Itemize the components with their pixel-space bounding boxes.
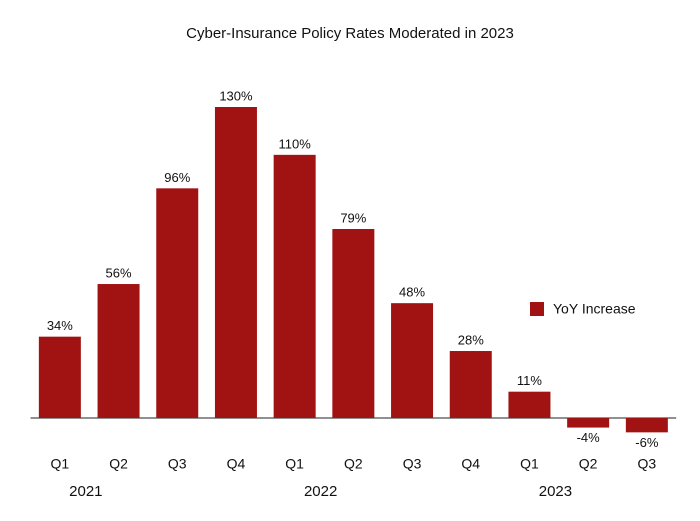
x-tick-label: Q1 (285, 456, 304, 472)
x-group-label: 2023 (539, 483, 572, 500)
value-label: -4% (577, 430, 601, 445)
x-tick-label: Q4 (227, 456, 246, 472)
bar (449, 351, 492, 418)
bar (38, 336, 81, 418)
value-label: 130% (219, 88, 253, 103)
x-group-label: 2022 (304, 483, 337, 500)
x-tick-label: Q2 (579, 456, 598, 472)
value-label: -6% (635, 435, 659, 450)
value-label: 48% (399, 285, 425, 300)
bar (391, 303, 434, 418)
legend-label: YoY Increase (553, 301, 636, 317)
bar (97, 284, 140, 418)
chart-title: Cyber-Insurance Policy Rates Moderated i… (186, 25, 514, 42)
x-tick-label: Q1 (520, 456, 539, 472)
value-label: 28% (458, 332, 484, 347)
x-group-label: 2021 (69, 483, 102, 500)
value-label: 110% (279, 136, 312, 151)
value-label: 79% (340, 210, 366, 225)
legend-swatch (530, 302, 544, 316)
value-label: 56% (106, 265, 132, 280)
x-tick-label: Q1 (51, 456, 70, 472)
bar (156, 188, 199, 418)
value-label: 34% (47, 318, 73, 333)
x-tick-label: Q2 (344, 456, 363, 472)
bar (273, 154, 316, 418)
x-tick-label: Q3 (638, 456, 657, 472)
x-tick-label: Q3 (168, 456, 187, 472)
value-label: 11% (517, 373, 542, 388)
bar (567, 418, 610, 428)
x-tick-label: Q4 (461, 456, 480, 472)
x-tick-label: Q2 (109, 456, 128, 472)
x-tick-label: Q3 (403, 456, 422, 472)
value-label: 96% (164, 170, 190, 185)
bar (214, 107, 257, 418)
bar (508, 391, 551, 418)
bar (625, 418, 668, 433)
bar (332, 229, 375, 418)
